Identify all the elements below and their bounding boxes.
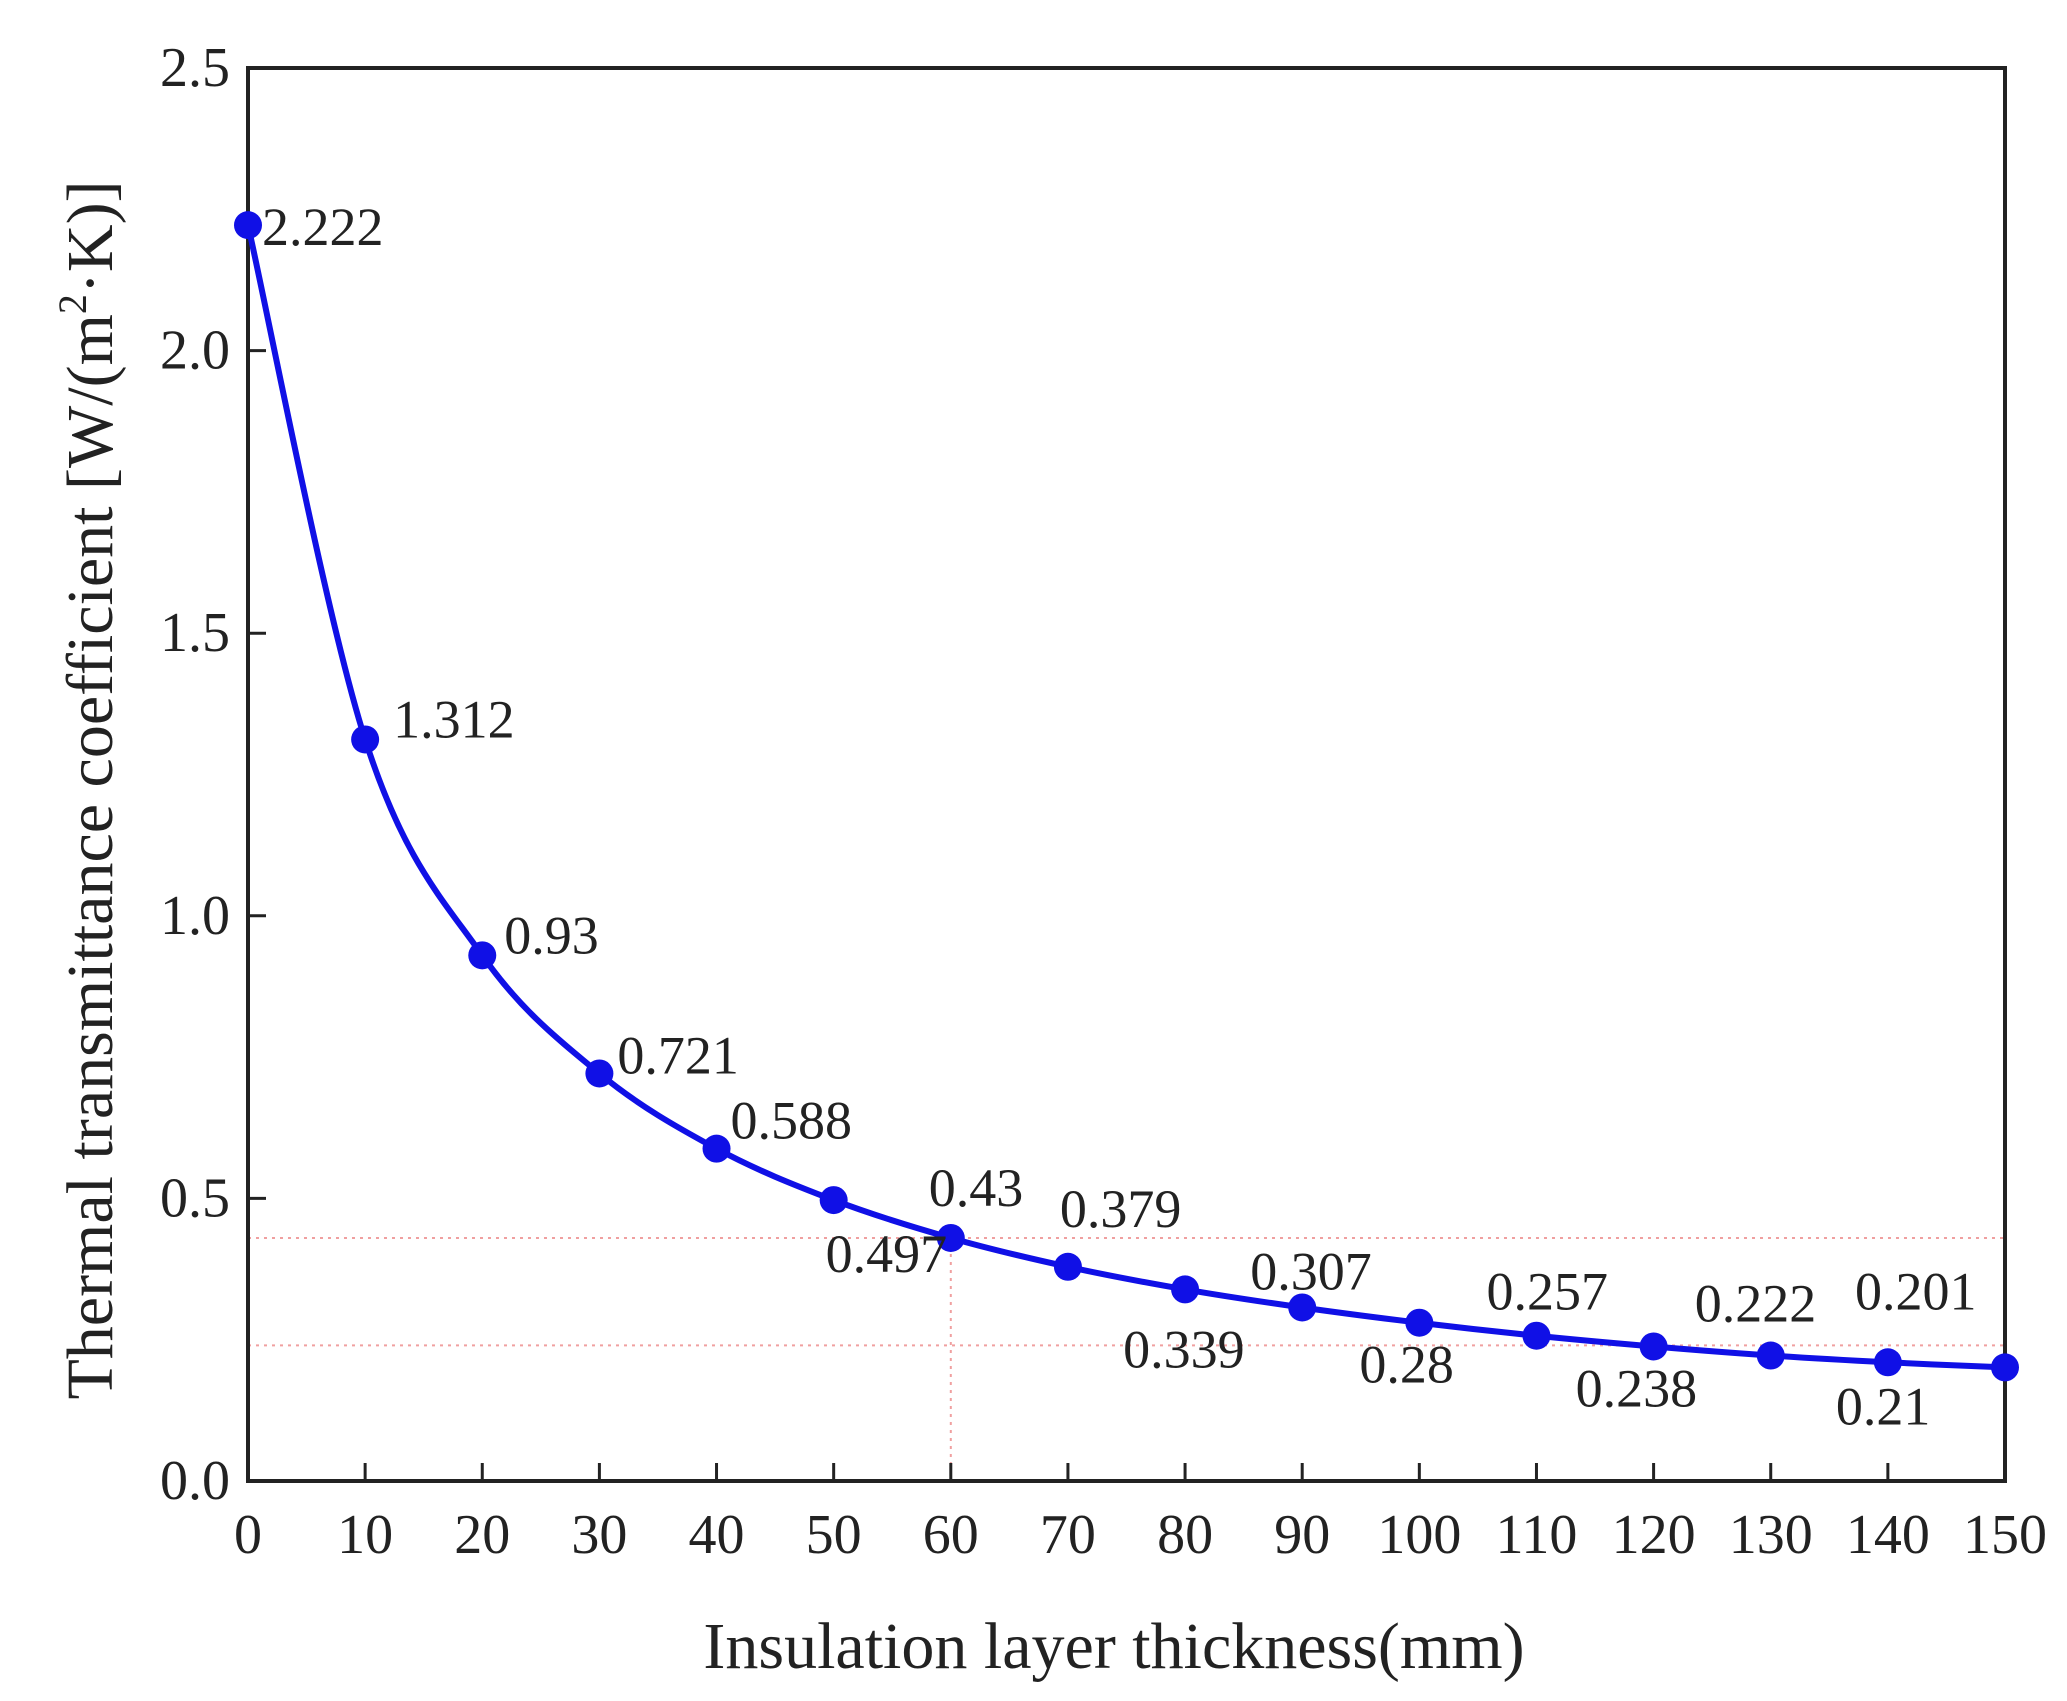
series-line (245, 224, 2006, 1371)
y-axis-title: Thermal transmittance coefficient [W/(m2… (50, 180, 127, 1399)
data-label: 0.28 (1359, 1335, 1454, 1395)
x-tick-label: 10 (337, 1504, 393, 1566)
data-label: 0.721 (617, 1025, 739, 1085)
data-point (702, 1134, 731, 1163)
y-tick-label: 2.5 (160, 37, 230, 99)
data-label: 0.222 (1695, 1274, 1817, 1334)
data-label: 0.93 (504, 905, 599, 965)
data-point (1288, 1293, 1317, 1322)
x-axis-title: Insulation layer thickness(mm) (703, 1610, 1524, 1683)
x-tick-label: 100 (1377, 1504, 1461, 1566)
y-axis-title-sup: 2 (50, 294, 95, 314)
data-point (234, 211, 262, 240)
data-label: 0.201 (1855, 1261, 1977, 1321)
data-label: 0.588 (731, 1091, 853, 1151)
data-point (1873, 1348, 1902, 1377)
data-point (1756, 1341, 1785, 1370)
data-label: 0.21 (1836, 1376, 1931, 1436)
data-point (819, 1186, 848, 1215)
x-tick-label: 90 (1274, 1504, 1330, 1566)
data-point (1405, 1308, 1434, 1337)
x-tick-label: 150 (1963, 1504, 2047, 1566)
data-point (1171, 1275, 1200, 1304)
x-tick-label: 70 (1040, 1504, 1096, 1566)
data-point (585, 1059, 614, 1088)
axes: 0 10 20 30 40 50 60 70 80 90 100 110 120 130 140 150 0.0… (160, 37, 2047, 1566)
data-label: 0.339 (1123, 1319, 1245, 1379)
y-axis-title-tail: ·K)] (54, 180, 127, 294)
data-point (936, 1223, 965, 1252)
data-series (234, 211, 2019, 1382)
x-tick-label: 140 (1846, 1504, 1930, 1566)
reference-lines (248, 1236, 2005, 1481)
data-label: 0.43 (929, 1158, 1024, 1218)
x-tick-label: 110 (1496, 1504, 1578, 1566)
x-tick-label: 120 (1612, 1504, 1696, 1566)
x-tick-label: 130 (1729, 1504, 1813, 1566)
data-label: 1.312 (393, 689, 514, 749)
data-point (1522, 1321, 1551, 1350)
y-axis-title-main: Thermal transmittance coefficient [W/(m (54, 314, 127, 1399)
data-point (1991, 1353, 2019, 1382)
x-tick-label: 20 (454, 1504, 510, 1566)
data-point (1053, 1252, 1082, 1281)
plot-frame (246, 66, 2007, 1483)
x-tick-label: 30 (571, 1504, 627, 1566)
data-label: 0.238 (1576, 1358, 1698, 1418)
data-label: 0.379 (1060, 1179, 1182, 1239)
y-tick-label: 0.0 (160, 1450, 230, 1512)
x-tick-label: 60 (923, 1504, 979, 1566)
y-tick-label: 2.0 (160, 320, 230, 382)
data-point (468, 941, 497, 970)
data-label: 0.307 (1250, 1241, 1372, 1301)
data-label: 0.257 (1486, 1262, 1608, 1322)
data-label: 2.222 (262, 197, 384, 257)
data-point (1639, 1332, 1668, 1361)
x-tick-label: 50 (806, 1504, 862, 1566)
data-label: 0.497 (826, 1224, 948, 1284)
x-tick-label: 0 (234, 1504, 262, 1566)
x-tick-label: 80 (1157, 1504, 1213, 1566)
y-tick-label: 0.5 (160, 1167, 230, 1229)
data-point (351, 725, 380, 754)
y-tick-label: 1.0 (160, 885, 230, 947)
y-tick-label: 1.5 (160, 602, 230, 664)
x-tick-label: 40 (689, 1504, 745, 1566)
